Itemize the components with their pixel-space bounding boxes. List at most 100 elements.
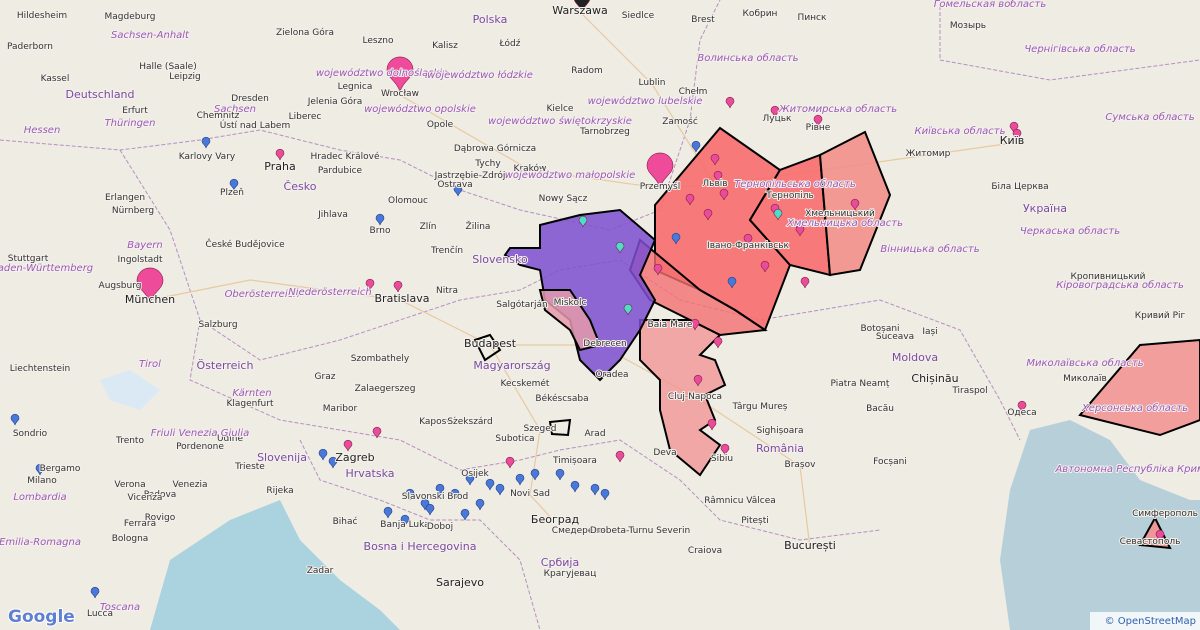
marker[interactable] [136,267,164,304]
marker[interactable] [201,136,211,149]
marker[interactable] [1155,529,1165,542]
marker[interactable] [743,233,753,246]
marker[interactable] [343,439,353,452]
marker[interactable] [590,483,600,496]
region-label: Автономна Республіка Крим [1054,463,1200,475]
marker[interactable] [713,170,723,183]
marker[interactable] [615,450,625,463]
marker[interactable] [386,56,414,93]
city-label: Zamość [662,116,698,127]
marker[interactable] [383,506,393,519]
marker[interactable] [375,213,385,226]
marker[interactable] [653,263,663,276]
city-label: Stuttgart [8,254,49,264]
marker[interactable] [671,232,681,245]
marker[interactable] [800,276,810,289]
city-label: Udine [217,434,244,444]
marker[interactable] [1017,400,1027,413]
marker[interactable] [435,483,445,496]
marker[interactable] [760,260,770,273]
city-label: Halle (Saale) [139,62,197,72]
marker[interactable] [573,0,591,13]
marker[interactable] [710,153,720,166]
google-logo: Google [8,607,75,627]
country-label: Österreich [197,359,254,372]
city-label: Râmnicu Vâlcea [704,496,776,506]
city-label: Kraków [514,163,547,174]
country-label: Česko [284,180,317,193]
city-label: Trento [115,436,144,446]
marker[interactable] [727,276,737,289]
marker[interactable] [405,488,415,501]
marker[interactable] [372,426,382,439]
city-label: Івано-Франківськ [707,241,789,251]
marker[interactable] [275,148,285,161]
marker[interactable] [450,488,460,501]
marker[interactable] [690,318,700,331]
region-label: Friuli Venezia Giulia [151,428,250,439]
city-label: Bihać [333,516,358,527]
marker[interactable] [691,140,701,153]
marker[interactable] [623,303,633,316]
marker[interactable] [850,198,860,211]
marker[interactable] [505,456,515,469]
marker[interactable] [555,468,565,481]
region-label: Sachsen [214,104,256,115]
city-label: Hradec Králové [310,151,379,162]
marker[interactable] [773,208,783,221]
marker[interactable] [725,96,735,109]
region-label: Sachsen-Anhalt [111,30,190,41]
marker[interactable] [720,443,730,456]
marker[interactable] [495,483,505,496]
marker[interactable] [703,208,713,221]
marker[interactable] [460,508,470,521]
marker[interactable] [10,413,20,426]
marker[interactable] [707,418,717,431]
marker[interactable] [646,152,674,189]
city-label: Verona [114,480,145,490]
marker[interactable] [600,488,610,501]
country-label: Србија [541,556,579,569]
attribution[interactable]: © OpenStreetMap [1105,616,1196,627]
marker[interactable] [485,478,495,491]
city-label: Leipzig [169,72,201,82]
marker[interactable] [328,456,338,469]
region-label: Кіровоградська область [1056,279,1184,291]
city-label: Karlovy Vary [179,152,236,162]
marker[interactable] [393,280,403,293]
marker[interactable] [35,463,45,476]
marker[interactable] [475,498,485,511]
marker[interactable] [693,374,703,387]
country-label: Slovenija [257,451,307,464]
city-label: Milano [27,476,57,486]
marker[interactable] [400,514,410,527]
marker[interactable] [318,448,328,461]
marker[interactable] [425,503,435,516]
city-label: Padova [144,490,177,500]
marker[interactable] [453,184,463,197]
city-label: Brest [691,15,715,25]
marker[interactable] [813,114,823,127]
marker[interactable] [515,473,525,486]
marker[interactable] [1012,128,1022,141]
marker[interactable] [615,241,625,254]
marker[interactable] [578,215,588,228]
marker[interactable] [570,480,580,493]
city-label: Legnica [338,82,373,92]
marker[interactable] [719,188,729,201]
marker[interactable] [465,473,475,486]
region-label: Гомельская вобласть [934,0,1047,10]
marker[interactable] [90,586,100,599]
marker[interactable] [713,336,723,349]
marker[interactable] [685,193,695,206]
region-label: Київська область [914,125,1005,137]
marker[interactable] [530,468,540,481]
attribution-box [1090,612,1200,630]
city-label: Pordenone [176,442,224,452]
marker[interactable] [229,178,239,191]
city-label: Zlín [420,222,437,232]
marker[interactable] [365,278,375,291]
marker[interactable] [770,105,780,118]
region-shape [538,289,602,352]
marker[interactable] [795,224,805,237]
